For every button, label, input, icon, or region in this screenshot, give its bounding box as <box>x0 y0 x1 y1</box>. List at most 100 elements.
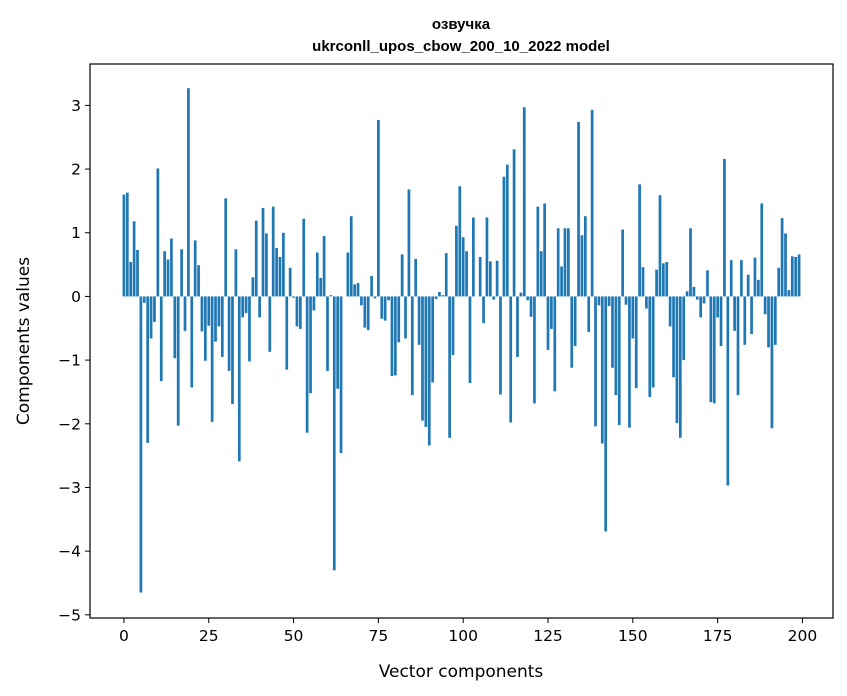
bar <box>583 216 587 297</box>
bar <box>404 296 407 339</box>
bar <box>125 192 129 297</box>
bar <box>234 249 238 297</box>
bar <box>668 296 672 327</box>
bar <box>539 251 543 297</box>
bar <box>465 251 468 297</box>
bar <box>183 296 187 331</box>
bar <box>190 296 194 388</box>
bar <box>393 296 397 376</box>
bar <box>550 296 553 329</box>
bar <box>322 235 326 297</box>
bar <box>288 267 292 297</box>
bar <box>176 296 180 426</box>
bar <box>512 149 516 297</box>
x-tick-label: 25 <box>199 627 219 645</box>
bars-group <box>122 88 801 593</box>
bar <box>329 295 333 297</box>
bar <box>414 258 418 297</box>
bar <box>312 296 316 311</box>
bar <box>427 296 431 446</box>
bar <box>587 296 591 333</box>
bar <box>760 203 764 297</box>
bar <box>156 168 160 297</box>
bar <box>624 296 628 305</box>
bar <box>434 296 438 299</box>
y-tick-label: −4 <box>58 543 81 561</box>
bar <box>282 232 285 297</box>
x-tick-label: 150 <box>618 627 648 645</box>
bar <box>743 296 747 345</box>
bar <box>712 296 716 404</box>
bar <box>224 198 228 297</box>
bar <box>237 296 241 462</box>
bar <box>149 296 153 339</box>
bar <box>641 267 645 297</box>
bar <box>373 296 377 299</box>
bar <box>750 296 753 334</box>
bar <box>444 253 448 297</box>
bar <box>366 296 370 331</box>
bar <box>173 296 177 359</box>
y-tick-label: 1 <box>71 224 81 242</box>
bar <box>662 263 665 297</box>
bar <box>309 296 312 394</box>
plot-frame <box>89 63 834 619</box>
bar <box>380 296 384 319</box>
bar <box>628 296 631 428</box>
bar <box>753 257 757 297</box>
bar <box>193 240 197 297</box>
bar <box>332 296 336 571</box>
bar <box>533 296 536 404</box>
bar <box>560 266 563 297</box>
bar <box>438 291 441 297</box>
x-axis-ticks: 0 25 50 75 100 125 150 175 200 <box>119 618 817 645</box>
bar <box>780 218 784 297</box>
bar <box>315 252 319 297</box>
x-tick-label: 50 <box>284 627 304 645</box>
bar <box>295 296 299 327</box>
bar <box>163 251 166 297</box>
bar <box>672 296 675 378</box>
bar <box>746 274 750 297</box>
bar <box>502 176 506 297</box>
bar <box>563 228 567 297</box>
bar <box>431 296 435 383</box>
bar <box>356 283 360 297</box>
bar <box>336 296 340 389</box>
bar <box>407 189 411 297</box>
bar <box>170 238 173 297</box>
bar <box>421 296 424 421</box>
bar <box>339 296 343 454</box>
bar <box>265 233 268 297</box>
bar <box>770 296 774 429</box>
bar <box>716 296 719 318</box>
bar <box>200 296 204 332</box>
bar <box>397 296 401 343</box>
bar <box>387 296 390 301</box>
bar <box>187 88 190 297</box>
bar <box>258 296 261 318</box>
bar <box>638 184 641 297</box>
bar <box>648 296 652 398</box>
bar <box>400 254 404 297</box>
bar <box>298 296 302 329</box>
bar <box>529 296 533 317</box>
bar <box>136 249 139 297</box>
bar <box>363 296 367 328</box>
bar <box>719 296 723 347</box>
bar <box>706 270 709 297</box>
y-tick-label: −1 <box>58 352 81 370</box>
bar <box>417 296 421 345</box>
bar <box>241 296 245 318</box>
bar <box>455 225 458 297</box>
bar <box>526 296 530 301</box>
bar <box>723 158 726 297</box>
bar <box>207 296 211 326</box>
bar <box>590 109 594 297</box>
bar <box>244 296 248 313</box>
bar <box>159 296 163 382</box>
bar <box>217 296 221 327</box>
bar <box>472 217 475 297</box>
bar <box>631 296 635 339</box>
x-axis-label: Vector components <box>379 662 544 682</box>
